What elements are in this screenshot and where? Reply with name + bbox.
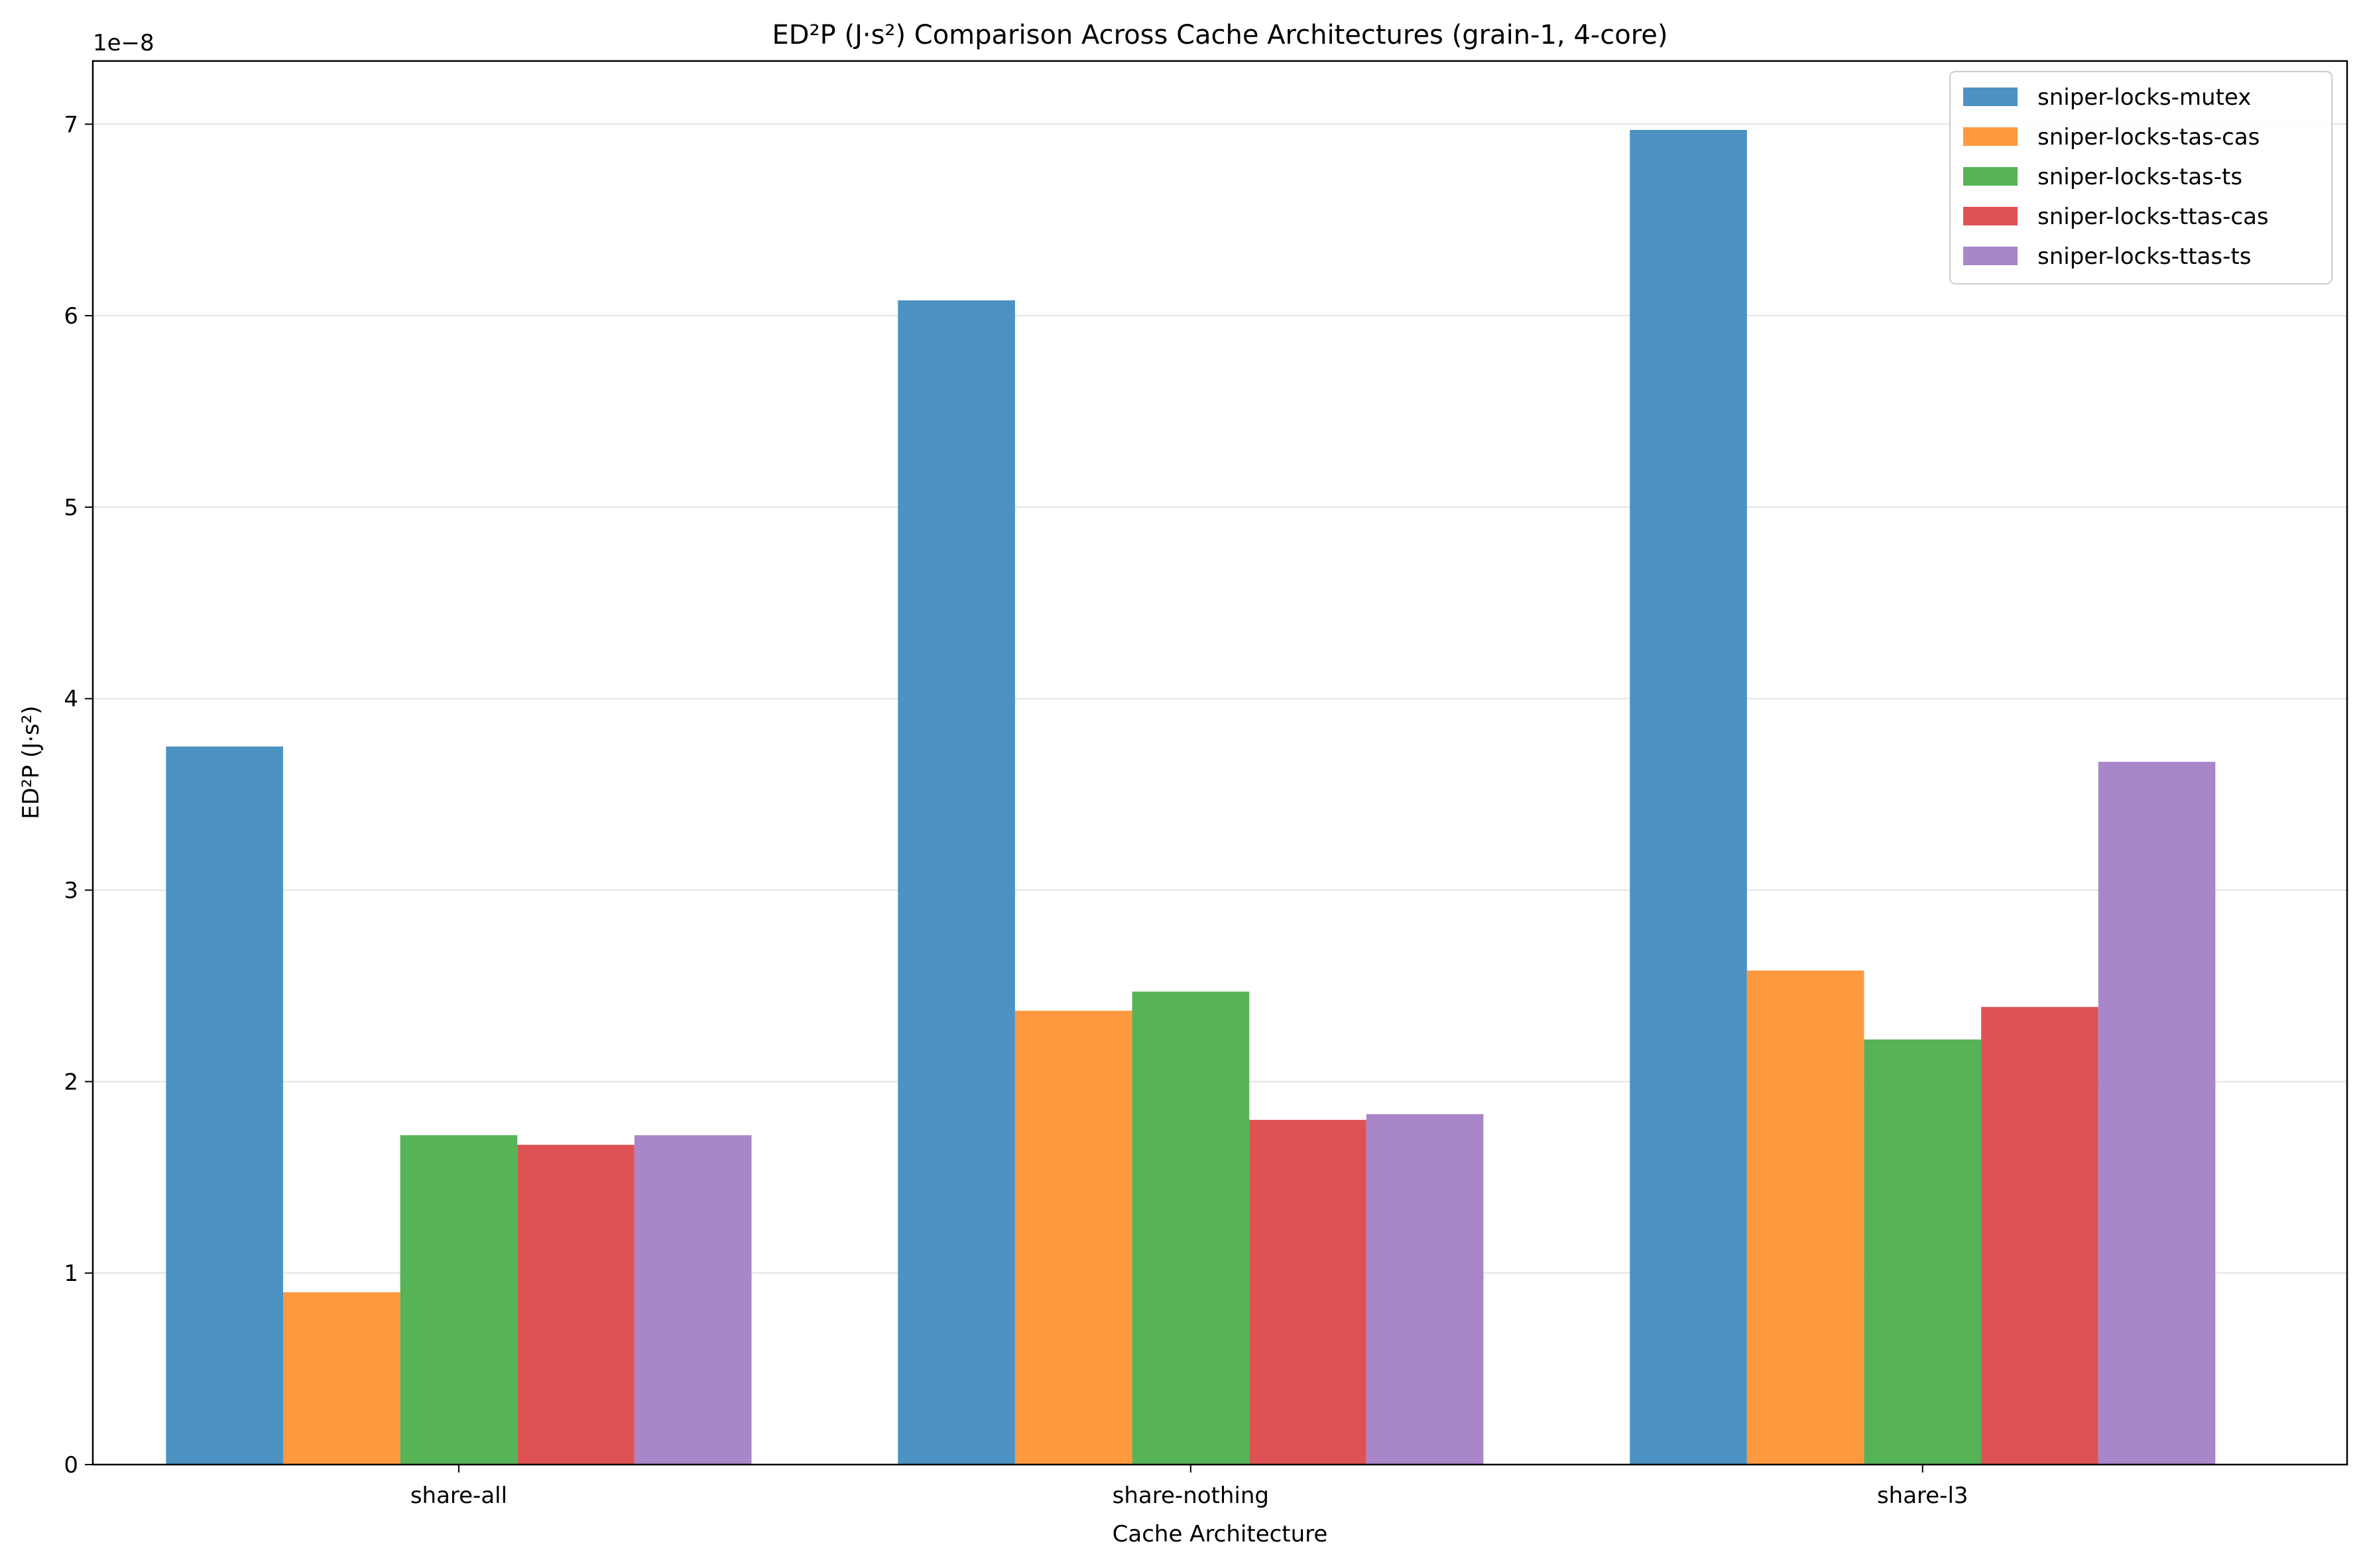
bar-sniper-locks-ttas-cas-share-all <box>517 1144 635 1465</box>
y-tick-label: 4 <box>64 686 78 713</box>
y-tick-label: 6 <box>64 303 78 330</box>
bar-sniper-locks-mutex-share-nothing <box>898 300 1015 1465</box>
bar-sniper-locks-mutex-share-l3 <box>1630 129 1747 1465</box>
legend-label: sniper-locks-mutex <box>2037 84 2251 111</box>
legend-swatch <box>1963 88 2018 106</box>
y-tick-label: 0 <box>64 1452 78 1478</box>
bar-sniper-locks-tas-ts-share-l3 <box>1864 1039 1982 1465</box>
y-tick-label: 3 <box>64 878 78 904</box>
legend-swatch <box>1963 207 2018 225</box>
bars <box>166 129 2216 1465</box>
x-axis-ticks: share-all share-nothing share-l3 <box>410 1465 1969 1509</box>
y-tick-label: 2 <box>64 1069 78 1095</box>
y-scale-label: 1e−8 <box>93 30 154 56</box>
x-tick-label: share-all <box>410 1482 507 1509</box>
plot-frame <box>91 60 2348 1466</box>
legend-label: sniper-locks-tas-ts <box>2037 164 2242 190</box>
bar-sniper-locks-tas-cas-share-nothing <box>1014 1010 1132 1465</box>
x-tick-label: share-nothing <box>1113 1482 1269 1509</box>
y-tick-label: 1 <box>64 1260 78 1287</box>
chart-title: ED²P (J·s²) Comparison Across Cache Arch… <box>772 20 1668 50</box>
bar-sniper-locks-tas-ts-share-all <box>400 1135 518 1465</box>
bar-sniper-locks-ttas-ts-share-nothing <box>1366 1114 1484 1465</box>
legend-swatch <box>1963 167 2018 186</box>
y-axis-title: ED²P (J·s²) <box>18 705 44 819</box>
bar-sniper-locks-ttas-ts-share-l3 <box>2098 762 2216 1465</box>
legend-label: sniper-locks-ttas-ts <box>2037 243 2251 270</box>
bar-sniper-locks-ttas-ts-share-all <box>634 1135 752 1465</box>
legend-swatch <box>1963 127 2018 146</box>
legend: sniper-locks-mutex sniper-locks-tas-cas sn… <box>1949 71 2333 284</box>
legend-label: sniper-locks-ttas-cas <box>2037 204 2269 230</box>
y-axis-ticks: 0 1 2 3 4 5 6 7 <box>64 111 93 1478</box>
y-tick-label: 5 <box>64 495 78 521</box>
x-tick-label: share-l3 <box>1877 1482 1969 1509</box>
bar-sniper-locks-ttas-cas-share-nothing <box>1249 1120 1366 1465</box>
legend-swatch <box>1963 247 2018 265</box>
bar-sniper-locks-tas-cas-share-l3 <box>1746 970 1864 1465</box>
x-axis-title: Cache Architecture <box>1113 1521 1328 1547</box>
bar-sniper-locks-mutex-share-all <box>166 746 284 1465</box>
legend-box <box>1949 71 2333 284</box>
legend-label: sniper-locks-tas-cas <box>2037 124 2260 151</box>
bar-sniper-locks-tas-cas-share-all <box>283 1292 400 1465</box>
bar-sniper-locks-ttas-cas-share-l3 <box>1981 1006 2098 1465</box>
bar-sniper-locks-tas-ts-share-nothing <box>1132 991 1250 1465</box>
y-tick-label: 7 <box>64 111 78 138</box>
